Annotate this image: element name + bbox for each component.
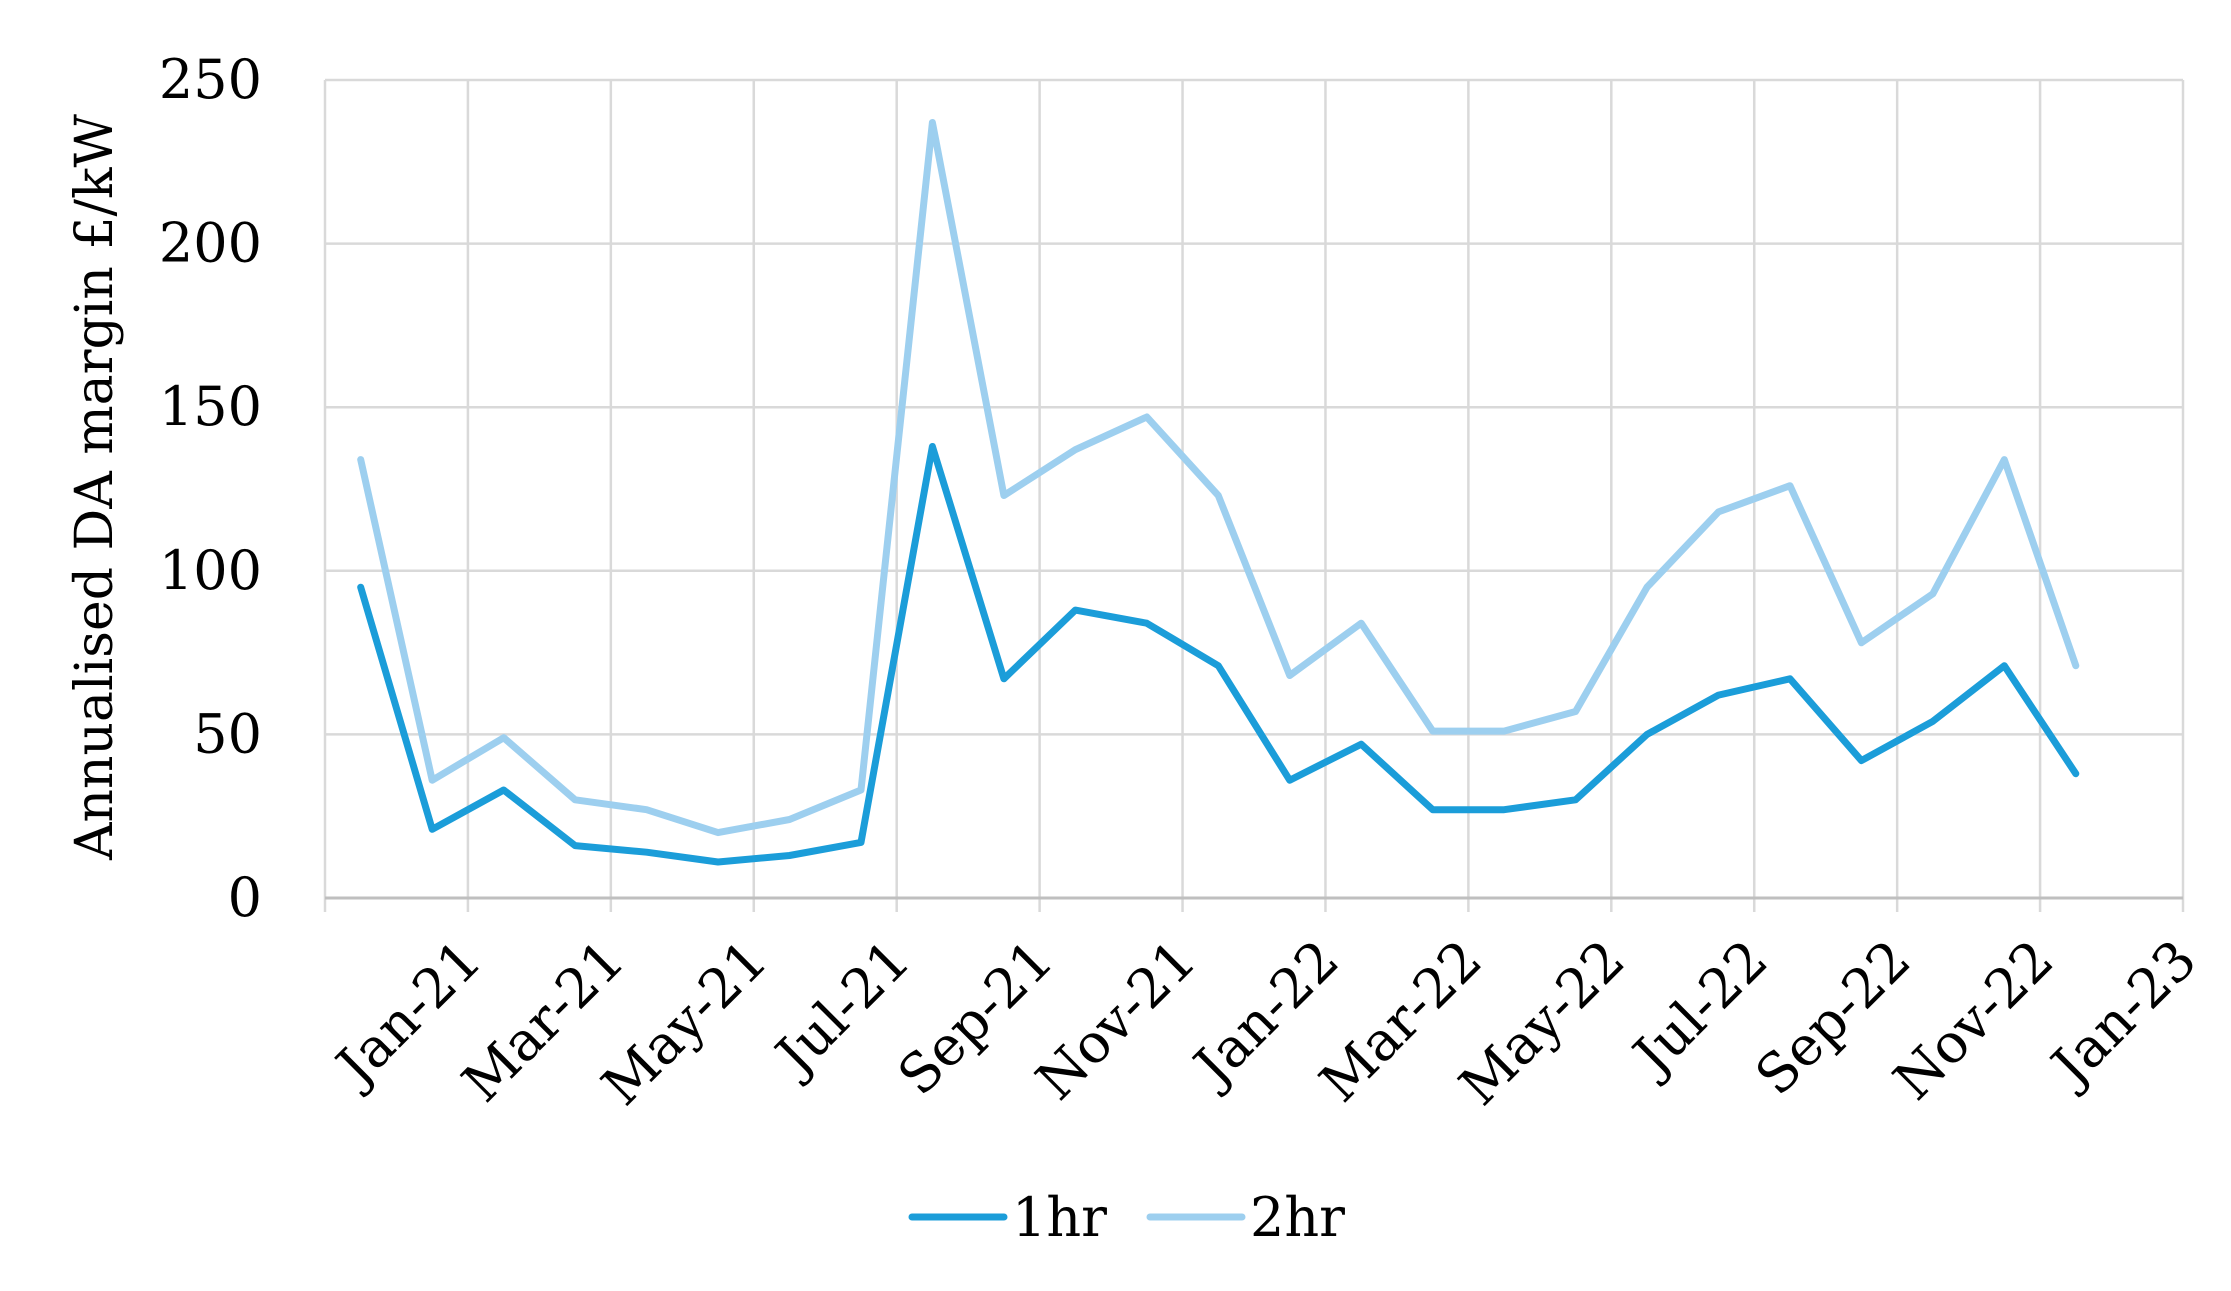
legend: 1hr 2hr [908, 1186, 1345, 1249]
legend-label-1hr: 1hr [1012, 1186, 1107, 1249]
series-line-1hr [357, 443, 2080, 866]
y-tick-labels: 0 50 100 150 200 250 [159, 48, 262, 929]
y-tick-label: 200 [159, 212, 262, 275]
x-tick-label: Jan-23 [2036, 928, 2208, 1100]
y-axis-title: Annualised DA margin £/kW [65, 113, 125, 861]
y-tick-label: 100 [159, 539, 262, 602]
y-tick-label: 250 [159, 48, 262, 111]
series-line-2hr [357, 119, 2080, 837]
x-tick-label: Nov-21 [1024, 928, 1208, 1112]
gridlines [323, 78, 2185, 912]
y-tick-label: 0 [228, 866, 262, 929]
y-tick-label: 50 [193, 702, 262, 765]
x-tick-label: Nov-22 [1882, 928, 2066, 1112]
x-tick-labels: Jan-21Mar-21May-21Jul-21Sep-21Nov-21Jan-… [321, 928, 2208, 1117]
series-lines [357, 119, 2080, 866]
legend-label-2hr: 2hr [1250, 1186, 1345, 1249]
y-tick-label: 150 [159, 375, 262, 438]
